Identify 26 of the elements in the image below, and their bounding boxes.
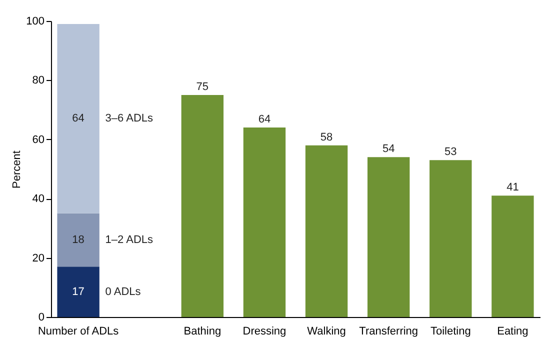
data-label: 58 bbox=[320, 131, 333, 144]
x-tick-label: Eating bbox=[497, 326, 528, 338]
data-label: 17 bbox=[72, 286, 84, 298]
series-label: 0 ADLs bbox=[105, 286, 142, 298]
data-label: 64 bbox=[258, 114, 271, 126]
x-tick-label: Number of ADLs bbox=[38, 326, 120, 338]
y-tick-label: 0 bbox=[38, 312, 44, 324]
x-tick-label: Dressing bbox=[242, 326, 286, 338]
data-label: 41 bbox=[506, 182, 519, 194]
y-axis-title: Percent bbox=[11, 150, 24, 188]
x-tick-label: Toileting bbox=[430, 326, 471, 338]
x-tick-label: Bathing bbox=[184, 326, 222, 338]
y-tick-label: 60 bbox=[32, 134, 44, 146]
data-label: 64 bbox=[72, 112, 84, 125]
data-label: 54 bbox=[382, 143, 395, 156]
y-tick-label: 40 bbox=[32, 193, 44, 206]
series-label: 3–6 ADLs bbox=[105, 112, 154, 125]
y-tick-label: 80 bbox=[32, 74, 44, 87]
data-label: 53 bbox=[444, 146, 457, 158]
data-label: 75 bbox=[196, 81, 209, 93]
data-label: 18 bbox=[72, 234, 84, 246]
y-tick-label: 20 bbox=[32, 252, 44, 264]
x-tick-label: Walking bbox=[307, 326, 346, 338]
x-tick-label: Transferring bbox=[359, 326, 418, 338]
series-label: 1–2 ADLs bbox=[105, 234, 154, 246]
y-tick-label: 100 bbox=[26, 16, 44, 28]
